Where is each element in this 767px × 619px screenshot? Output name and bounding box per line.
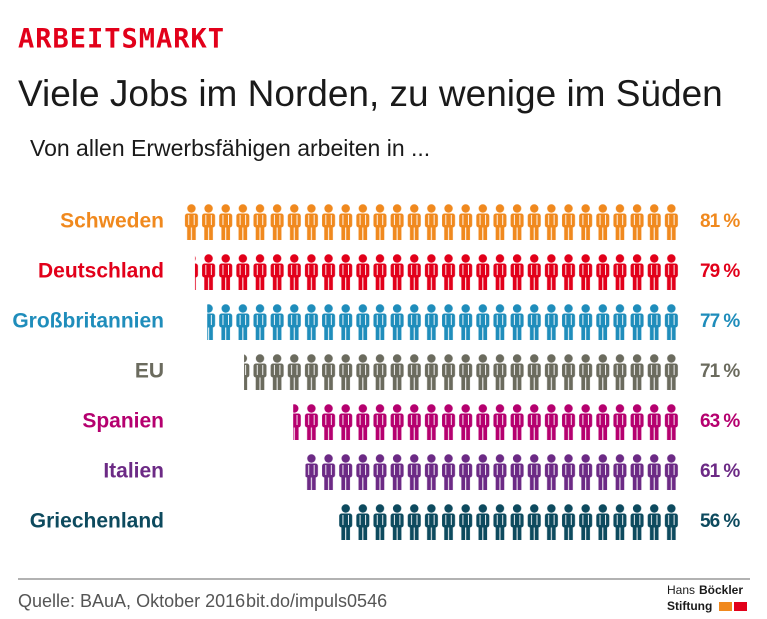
bar <box>336 504 680 540</box>
category-label: Schweden <box>60 210 164 233</box>
source: Quelle: BAuA, Oktober 2016 <box>18 591 245 611</box>
bar <box>293 404 680 440</box>
value-label: 81 % <box>700 211 740 232</box>
category-label: Italien <box>103 460 164 483</box>
category-label: EU <box>135 360 164 383</box>
bar <box>194 254 680 290</box>
bar <box>182 204 680 240</box>
logo-mark <box>719 602 732 611</box>
logo-text: Hans <box>667 583 695 597</box>
value-label: 63 % <box>700 411 740 432</box>
logo-text: Stiftung <box>667 599 712 613</box>
category-label: Großbritannien <box>12 310 164 333</box>
bar <box>305 454 680 490</box>
value-label: 79 % <box>700 261 740 282</box>
value-label: 77 % <box>700 311 740 332</box>
value-label: 61 % <box>700 461 740 482</box>
logo-mark <box>734 602 747 611</box>
kicker: ARBEITSMARKT <box>18 24 225 55</box>
logo-text: Böckler <box>699 583 743 597</box>
subtitle: Von allen Erwerbsfähigen arbeiten in ... <box>30 135 430 161</box>
value-label: 56 % <box>700 511 740 532</box>
category-label: Griechenland <box>30 510 164 533</box>
bar <box>207 304 680 340</box>
link: bit.do/impuls0546 <box>246 591 387 611</box>
category-label: Deutschland <box>38 260 164 283</box>
bar <box>244 354 680 390</box>
category-label: Spanien <box>82 410 164 433</box>
chart-title: Viele Jobs im Norden, zu wenige im Süden <box>18 73 723 114</box>
value-label: 71 % <box>700 361 740 382</box>
